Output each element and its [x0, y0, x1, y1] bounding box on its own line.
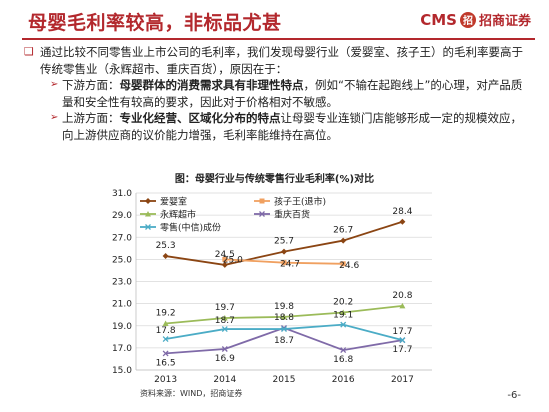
y-tick-label: 19.0 — [112, 322, 132, 332]
data-label: 20.2 — [333, 297, 353, 307]
data-label: 25.7 — [274, 237, 294, 247]
data-label: 17.7 — [392, 345, 412, 355]
page-number: -6- — [507, 390, 521, 401]
legend-label: 重庆百货 — [274, 209, 310, 221]
y-tick-label: 27.0 — [112, 233, 132, 243]
data-label: 28.4 — [392, 207, 412, 217]
logo-mark-icon: 招 — [459, 11, 476, 28]
bullet-downstream: ➢ 下游方面：母婴群体的消费需求具有非理性特点，例如“不输在起跑线上”的心理，对… — [50, 77, 531, 110]
x-tick-label: 2013 — [154, 375, 177, 385]
data-label: 19.8 — [274, 302, 294, 312]
data-label: 19.1 — [333, 311, 353, 321]
data-point — [340, 321, 347, 328]
data-label: 17.7 — [392, 327, 412, 337]
bullet-main: ❑ 通过比较不同零售业上市公司的毛利率，我们发现母婴行业（爱婴室、孩子王）的毛利… — [24, 44, 531, 77]
data-label: 16.8 — [333, 355, 353, 365]
data-label: 17.8 — [156, 326, 176, 336]
arrow-bullet-icon: ➢ — [50, 112, 59, 123]
x-tick-label: 2015 — [273, 375, 296, 385]
data-point — [399, 218, 406, 225]
data-point — [145, 211, 151, 217]
title-divider — [22, 38, 535, 40]
body-text: ❑ 通过比较不同零售业上市公司的毛利率，我们发现母婴行业（爱婴室、孩子王）的毛利… — [24, 44, 531, 143]
legend-label: 永辉超市 — [160, 209, 196, 221]
upstream-lead: 上游方面： — [62, 111, 120, 125]
arrow-bullet-icon: ➢ — [50, 79, 59, 90]
data-point — [221, 326, 228, 333]
downstream-lead: 下游方面： — [62, 78, 120, 92]
data-point — [399, 302, 406, 309]
downstream-rest: ，例如“不输在起跑线上”的心理，对产品质量和安全性有较高的要求，因此对于价格相对… — [62, 78, 523, 109]
data-point — [221, 346, 228, 352]
bullet-upstream: ➢ 上游方面：专业化经营、区域化分布的特点让母婴专业连锁门店能够形成一定的规模效… — [50, 110, 531, 143]
legend-label: 零售(中信)成份 — [160, 222, 221, 234]
brand-logo: CMS 招 招商证券 — [420, 10, 531, 30]
data-point — [340, 237, 347, 244]
bullet-upstream-text: 上游方面：专业化经营、区域化分布的特点让母婴专业连锁门店能够形成一定的规模效应，… — [62, 110, 531, 143]
data-label: 16.5 — [156, 358, 176, 368]
data-point — [162, 336, 169, 342]
data-label: 19.2 — [156, 309, 176, 319]
y-tick-label: 21.0 — [112, 300, 132, 310]
downstream-bold: 母婴群体的消费需求具有非理性特点 — [119, 78, 304, 92]
logo-name-text: 招商证券 — [478, 14, 531, 29]
legend-label: 爱婴室 — [160, 196, 187, 208]
y-tick-label: 17.0 — [112, 344, 132, 354]
data-label: 24.6 — [339, 261, 359, 271]
y-tick-label: 23.0 — [112, 278, 132, 288]
upstream-rest: 让母婴专业连锁门店能够形成一定的规模效应，向上游供应商的议价能力增强，毛利率能维… — [62, 111, 522, 142]
data-point — [281, 313, 287, 320]
data-label: 18.8 — [274, 313, 294, 323]
y-tick-label: 29.0 — [112, 211, 132, 221]
data-point — [340, 347, 347, 354]
data-label: 25.0 — [223, 255, 243, 265]
data-point — [221, 261, 228, 268]
data-point — [162, 350, 169, 357]
y-tick-label: 25.0 — [112, 255, 132, 265]
data-label: 16.9 — [215, 354, 235, 364]
bullet-downstream-text: 下游方面：母婴群体的消费需求具有非理性特点，例如“不输在起跑线上”的心理，对产品… — [62, 77, 531, 110]
legend-label: 孩子王(退市) — [274, 196, 326, 208]
x-tick-label: 2017 — [391, 375, 414, 385]
data-label: 19.7 — [215, 303, 235, 313]
y-tick-label: 31.0 — [112, 189, 132, 199]
data-label: 25.3 — [156, 241, 176, 251]
data-point — [222, 256, 228, 262]
data-point — [281, 260, 287, 266]
x-tick-label: 2014 — [213, 375, 236, 385]
data-label: 24.5 — [215, 250, 235, 260]
source-note: 资料来源：WIND，招商证券 — [140, 389, 243, 398]
data-point — [221, 315, 228, 321]
data-point — [259, 211, 265, 217]
y-tick-label: 15.0 — [112, 366, 132, 376]
data-label: 18.7 — [215, 316, 235, 326]
data-point — [162, 320, 169, 327]
logo-cms-text: CMS — [420, 10, 457, 29]
page-title: 母婴毛利率较高，非标品尤甚 — [28, 12, 282, 34]
square-bullet-icon: ❑ — [24, 45, 34, 58]
bullet-main-text: 通过比较不同零售业上市公司的毛利率，我们发现母婴行业（爱婴室、孩子王）的毛利率要… — [40, 45, 523, 76]
data-point — [162, 253, 169, 260]
data-point — [340, 309, 347, 315]
data-label: 24.7 — [280, 260, 300, 270]
data-point — [145, 224, 151, 230]
data-label: 18.7 — [274, 336, 294, 346]
chart-title: 图：母婴行业与传统零售行业毛利率(%)对比 — [174, 174, 375, 185]
data-point — [399, 337, 406, 344]
upstream-bold: 专业化经营、区域化分布的特点 — [119, 111, 281, 125]
data-label: 20.8 — [392, 291, 412, 301]
data-point — [340, 261, 346, 267]
data-point — [259, 198, 265, 204]
x-tick-label: 2016 — [332, 375, 355, 385]
data-point — [145, 198, 151, 204]
data-point — [281, 248, 287, 255]
data-point — [281, 326, 287, 333]
data-label: 26.7 — [333, 226, 353, 236]
